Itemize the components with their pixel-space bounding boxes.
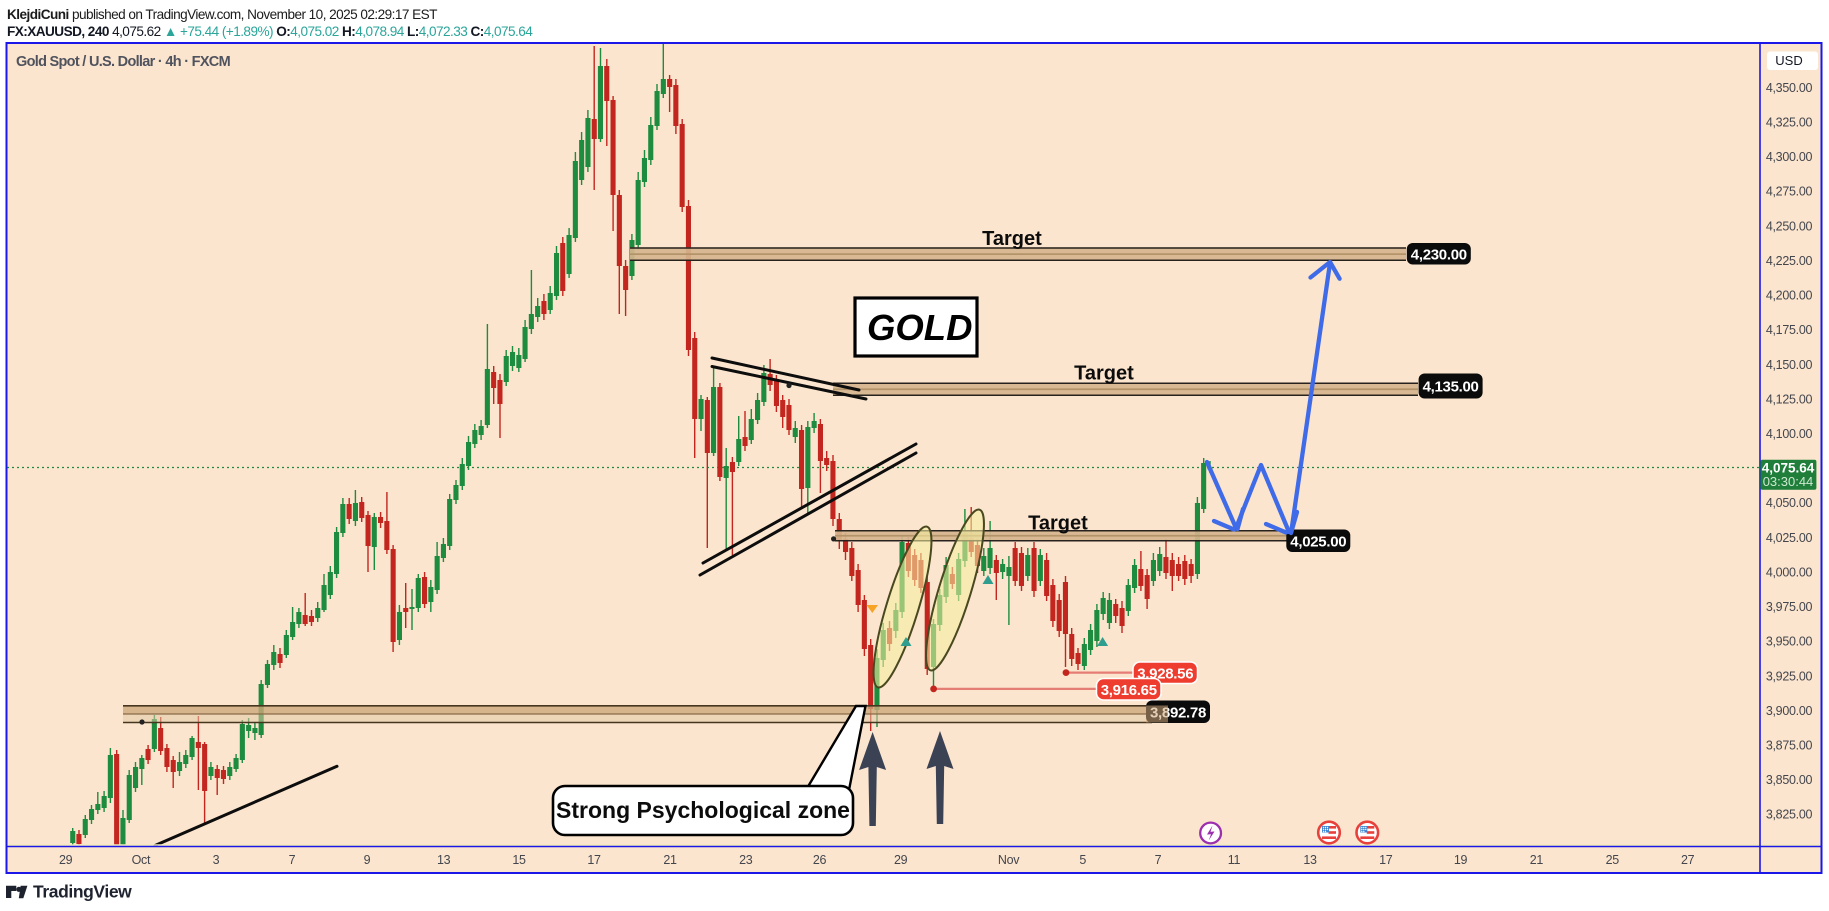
svg-text:13: 13 <box>437 853 451 867</box>
svg-text:GOLD: GOLD <box>867 307 972 348</box>
svg-text:4,000.00: 4,000.00 <box>1766 565 1813 579</box>
svg-text:23: 23 <box>739 853 753 867</box>
svg-text:3,875.00: 3,875.00 <box>1766 739 1813 753</box>
svg-text:3,900.00: 3,900.00 <box>1766 704 1813 718</box>
svg-text:03:30:44: 03:30:44 <box>1763 474 1814 489</box>
svg-text:4,025.00: 4,025.00 <box>1766 531 1813 545</box>
svg-text:3,850.00: 3,850.00 <box>1766 773 1813 787</box>
svg-text:4,100.00: 4,100.00 <box>1766 427 1813 441</box>
svg-text:KlejdiCuni published on Tradin: KlejdiCuni published on TradingView.com,… <box>7 7 437 22</box>
svg-text:21: 21 <box>663 853 677 867</box>
svg-text:7: 7 <box>1155 853 1162 867</box>
svg-text:Gold Spot / U.S. Dollar · 4h ·: Gold Spot / U.S. Dollar · 4h · FXCM <box>16 54 231 70</box>
svg-text:Target: Target <box>1028 513 1088 535</box>
svg-text:4,325.00: 4,325.00 <box>1766 116 1813 130</box>
svg-text:4,075.64: 4,075.64 <box>1762 461 1815 476</box>
svg-text:5: 5 <box>1079 853 1086 867</box>
svg-text:7: 7 <box>289 853 296 867</box>
svg-text:21: 21 <box>1530 853 1544 867</box>
svg-text:4,230.00: 4,230.00 <box>1411 246 1467 263</box>
svg-text:27: 27 <box>1681 853 1695 867</box>
svg-text:17: 17 <box>1379 853 1393 867</box>
svg-text:17: 17 <box>587 853 601 867</box>
svg-text:3,925.00: 3,925.00 <box>1766 669 1813 683</box>
svg-text:4,250.00: 4,250.00 <box>1766 219 1813 233</box>
svg-text:FX:XAUUSD, 240 4,075.62 ▲ +75: FX:XAUUSD, 240 4,075.62 ▲ +75.44 (+1.89%… <box>7 24 533 39</box>
svg-text:4,025.00: 4,025.00 <box>1290 533 1346 550</box>
svg-text:19: 19 <box>1454 853 1468 867</box>
svg-text:3,916.65: 3,916.65 <box>1101 682 1157 699</box>
svg-text:Target: Target <box>982 228 1042 250</box>
svg-text:4,175.00: 4,175.00 <box>1766 323 1813 337</box>
svg-text:3: 3 <box>213 853 220 867</box>
svg-text:4,150.00: 4,150.00 <box>1766 358 1813 372</box>
svg-text:26: 26 <box>813 853 827 867</box>
svg-text:4,200.00: 4,200.00 <box>1766 289 1813 303</box>
svg-text:TradingView: TradingView <box>33 882 132 902</box>
svg-text:29: 29 <box>894 853 908 867</box>
svg-text:4,135.00: 4,135.00 <box>1423 379 1479 396</box>
svg-text:4,225.00: 4,225.00 <box>1766 254 1813 268</box>
svg-text:Oct: Oct <box>132 853 151 867</box>
svg-text:4,300.00: 4,300.00 <box>1766 150 1813 164</box>
svg-text:4,125.00: 4,125.00 <box>1766 392 1813 406</box>
svg-text:29: 29 <box>59 853 73 867</box>
svg-text:Strong Psychological zone: Strong Psychological zone <box>556 797 850 823</box>
svg-text:Target: Target <box>1074 363 1134 385</box>
svg-text:3,950.00: 3,950.00 <box>1766 635 1813 649</box>
svg-text:13: 13 <box>1303 853 1317 867</box>
svg-text:USD: USD <box>1775 53 1802 68</box>
svg-text:4,050.00: 4,050.00 <box>1766 496 1813 510</box>
svg-text:Nov: Nov <box>998 853 1020 867</box>
svg-text:9: 9 <box>364 853 371 867</box>
svg-text:11: 11 <box>1228 853 1241 867</box>
svg-text:4,275.00: 4,275.00 <box>1766 185 1813 199</box>
svg-text:3,975.00: 3,975.00 <box>1766 600 1813 614</box>
svg-text:3,825.00: 3,825.00 <box>1766 808 1813 822</box>
svg-text:4,350.00: 4,350.00 <box>1766 81 1813 95</box>
svg-text:25: 25 <box>1606 853 1620 867</box>
svg-text:15: 15 <box>512 853 526 867</box>
